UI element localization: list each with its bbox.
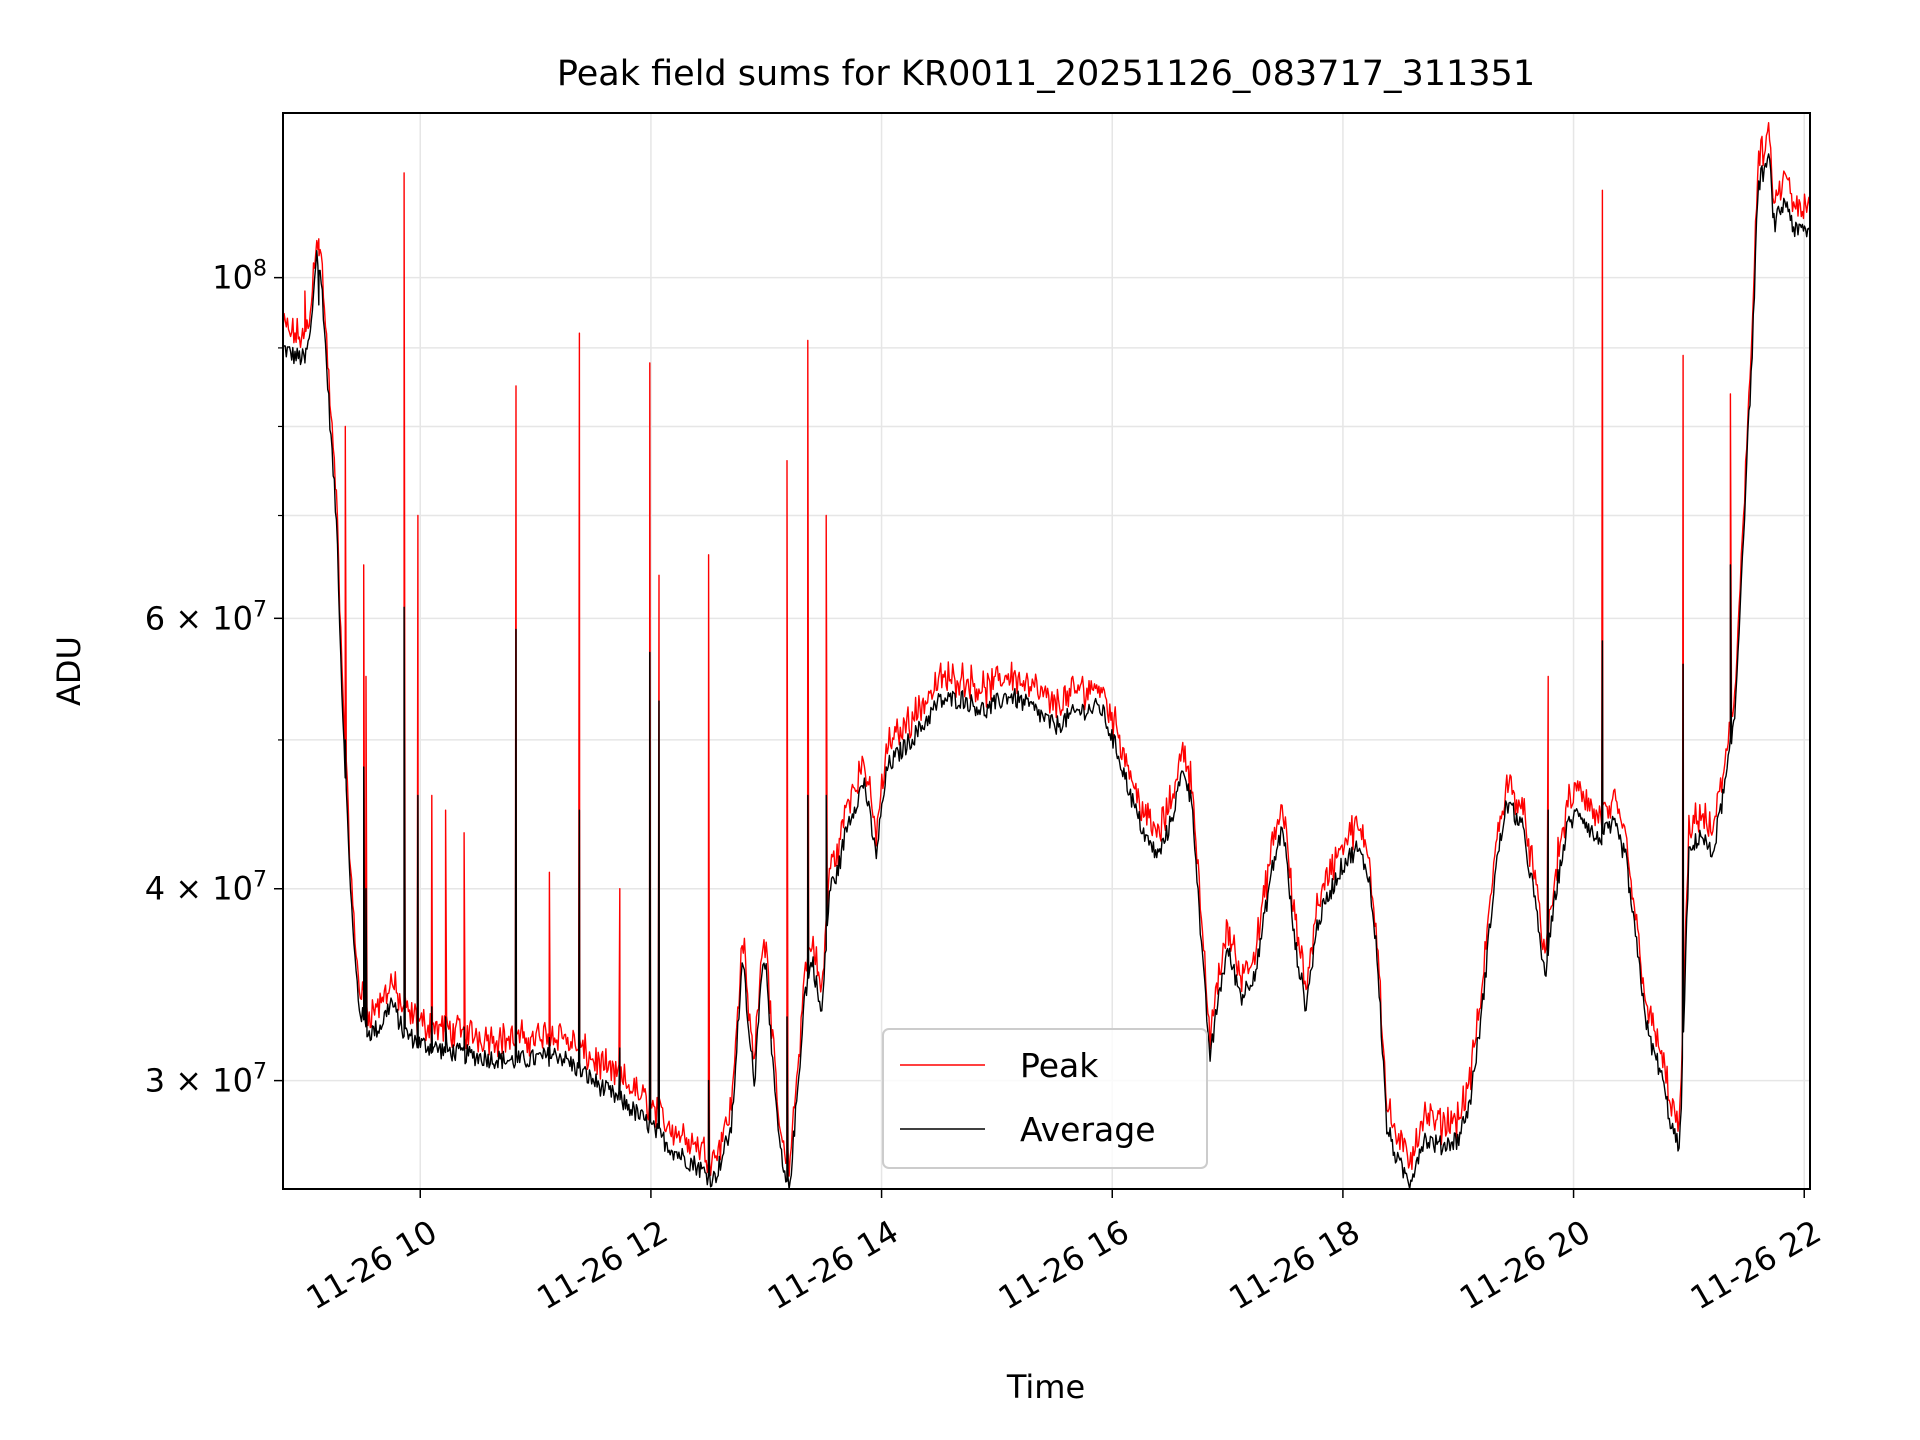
- legend-average-label: Average: [1020, 1110, 1156, 1149]
- x-axis-label: Time: [1006, 1368, 1085, 1406]
- plot-lines: [282, 122, 1811, 1190]
- chart-title: Peak field sums for KR0011_20251126_0837…: [557, 54, 1535, 94]
- y-axis-label: ADU: [50, 636, 88, 706]
- y-tick-label: 6 × 107: [145, 597, 267, 637]
- y-tick-label: 108: [212, 257, 267, 297]
- legend-box: [882, 1028, 1208, 1169]
- grid: [283, 113, 1810, 1189]
- legend: Peak Average: [882, 1028, 1208, 1169]
- average-series-line: [282, 153, 1811, 1190]
- plot-frame: [282, 112, 1811, 1190]
- y-axis: 3 × 107 4 × 107 6 × 107 108: [145, 257, 283, 1100]
- peak-series-line: [282, 122, 1811, 1177]
- y-tick-label: 4 × 107: [145, 868, 267, 908]
- y-tick-label: 3 × 107: [145, 1060, 267, 1100]
- legend-peak-label: Peak: [1020, 1046, 1099, 1085]
